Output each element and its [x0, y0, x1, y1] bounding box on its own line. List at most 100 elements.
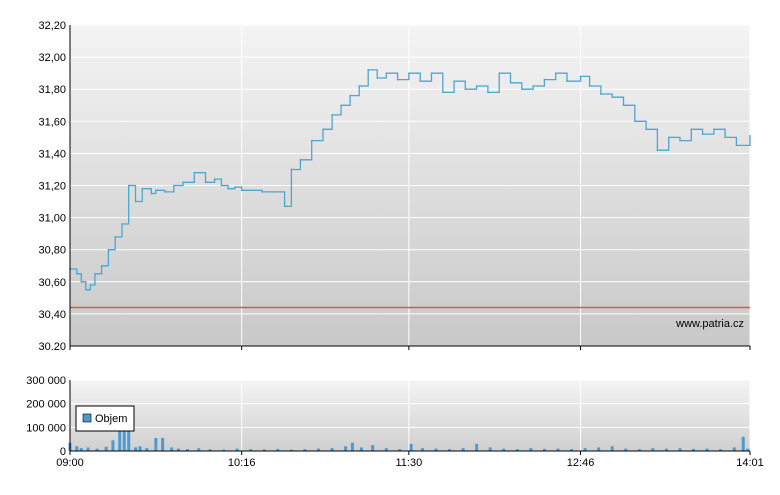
- volume-bar: [475, 443, 479, 451]
- y-tick-label: 0: [60, 446, 66, 458]
- price-point: [408, 72, 410, 74]
- price-point: [430, 72, 433, 74]
- volume-bar: [134, 447, 138, 451]
- y-tick-label: 100 000: [26, 422, 66, 434]
- y-tick-label: 30.20: [38, 341, 66, 353]
- price-point: [645, 128, 647, 131]
- price-point: [441, 91, 444, 94]
- y-tick-label: 30,80: [38, 245, 66, 257]
- volume-bar: [344, 446, 348, 451]
- price-point: [667, 136, 670, 139]
- y-tick-label: 30,60: [38, 277, 66, 289]
- volume-bar: [276, 448, 280, 451]
- volume-bar: [678, 448, 682, 451]
- price-point: [749, 134, 751, 137]
- volume-bar: [249, 449, 253, 451]
- price-point: [543, 78, 546, 81]
- price-point: [249, 189, 252, 192]
- price-point: [182, 181, 184, 184]
- price-point: [322, 128, 324, 131]
- volume-bar: [289, 449, 293, 451]
- price-point: [299, 159, 302, 161]
- volume-bar: [303, 449, 307, 451]
- price-point: [724, 136, 726, 139]
- price-point: [107, 248, 110, 251]
- volume-bar: [556, 448, 560, 451]
- price-point: [89, 284, 92, 286]
- price-point: [121, 223, 123, 225]
- volume-bar: [154, 437, 158, 451]
- watermark: www.patria.cz: [675, 318, 744, 330]
- price-point: [521, 88, 523, 90]
- volume-bar: [104, 446, 108, 451]
- price-point: [600, 93, 602, 95]
- y-tick-label: 32,00: [38, 52, 66, 64]
- x-tick-label: 09:00: [56, 457, 84, 469]
- volume-bar: [185, 449, 189, 451]
- volume-bar: [624, 448, 628, 451]
- price-point: [554, 72, 557, 74]
- price-point: [164, 191, 166, 193]
- x-tick-label: 14:01: [736, 457, 764, 469]
- volume-bar: [317, 448, 321, 451]
- x-tick-label: 11:30: [396, 457, 423, 469]
- price-point: [213, 178, 216, 180]
- volume-bar: [95, 448, 99, 451]
- volume-bar: [118, 427, 122, 451]
- volume-bar: [746, 448, 750, 451]
- volume-bar: [79, 448, 83, 451]
- volume-bar: [529, 448, 533, 451]
- volume-bar: [145, 448, 149, 451]
- price-point: [227, 187, 229, 190]
- volume-bar: [488, 447, 492, 451]
- volume-bar: [127, 427, 131, 451]
- price-point: [566, 80, 568, 82]
- price-point: [735, 144, 738, 147]
- y-tick-label: 200 000: [26, 399, 66, 411]
- volume-bar: [692, 448, 696, 451]
- price-point: [220, 184, 223, 187]
- price-point: [75, 272, 78, 275]
- legend-swatch: [82, 413, 92, 423]
- y-tick-label: 31,80: [38, 84, 66, 96]
- y-tick-label: 31,00: [38, 213, 66, 225]
- price-point: [579, 75, 582, 78]
- price-point: [453, 80, 455, 82]
- volume-bar: [176, 448, 180, 451]
- price-point: [173, 184, 175, 187]
- price-point: [656, 149, 659, 151]
- volume-bar: [610, 446, 614, 451]
- volume-bar: [111, 440, 115, 451]
- volume-bar: [86, 447, 90, 451]
- volume-bar: [515, 449, 519, 451]
- volume-bar: [583, 448, 587, 451]
- volume-bar: [597, 447, 601, 451]
- price-point: [272, 191, 275, 193]
- volume-bar: [420, 448, 424, 451]
- price-point: [193, 171, 196, 174]
- volume-bar: [502, 448, 506, 451]
- legend-label: Objem: [95, 413, 127, 425]
- price-point: [283, 205, 286, 208]
- volume-bar: [705, 448, 709, 451]
- price-point: [155, 189, 157, 192]
- price-point: [588, 85, 591, 87]
- price-point: [331, 114, 333, 116]
- price-point: [690, 128, 693, 131]
- price-point: [464, 88, 467, 90]
- price-point: [100, 264, 103, 267]
- price-point: [532, 85, 534, 87]
- price-point: [340, 104, 342, 107]
- volume-bar: [138, 446, 142, 451]
- price-point: [234, 186, 236, 188]
- volume-bar: [330, 448, 334, 451]
- volume-bar: [208, 449, 212, 451]
- price-point: [498, 72, 501, 74]
- price-point: [376, 77, 379, 79]
- volume-bar: [542, 448, 546, 451]
- price-point: [290, 168, 293, 171]
- y-tick-label: 300 000: [26, 375, 66, 387]
- price-point: [94, 272, 96, 275]
